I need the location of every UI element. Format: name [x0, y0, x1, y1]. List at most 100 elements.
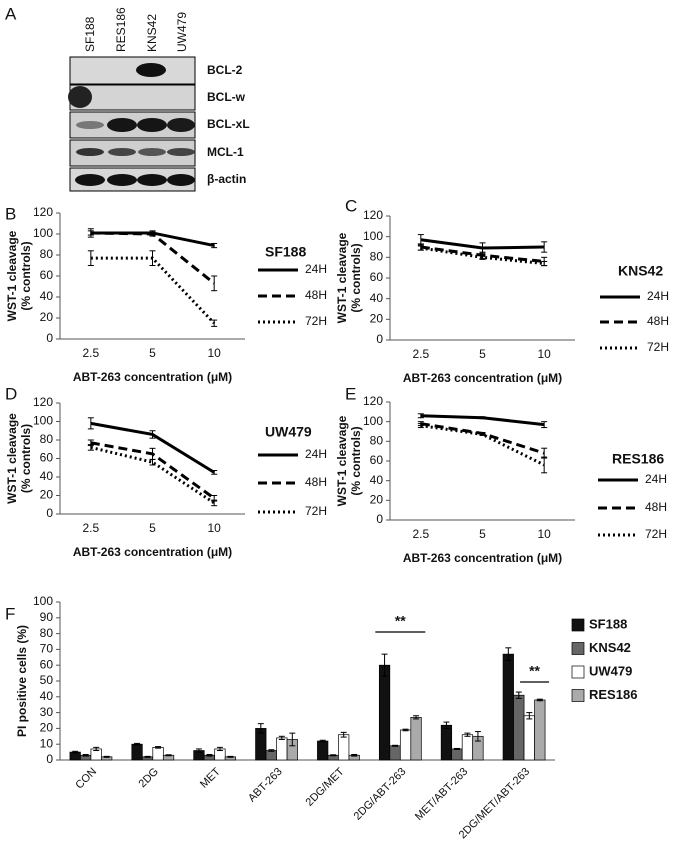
- lane-label: RES186: [114, 7, 128, 52]
- y-axis-label: WST-1 cleavage: [5, 230, 19, 321]
- y-tick-label: 100: [363, 229, 383, 243]
- y-tick-label: 0: [376, 512, 383, 526]
- y-axis-label: (% controls): [349, 243, 363, 312]
- y-tick-label: 80: [370, 250, 384, 264]
- band: [76, 121, 104, 129]
- panel-label: E: [345, 384, 356, 403]
- bar: [131, 743, 143, 761]
- panel-label: F: [5, 604, 15, 623]
- y-tick-label: 100: [33, 414, 53, 428]
- y-tick-label: 20: [40, 488, 54, 502]
- band: [167, 148, 195, 156]
- bar: [451, 748, 463, 761]
- bar: [523, 715, 535, 761]
- y-tick-label: 10: [40, 736, 54, 750]
- y-tick-label: 40: [40, 689, 54, 703]
- blot-row: [69, 56, 196, 85]
- x-tick-label: 10: [537, 527, 551, 541]
- data-line: [420, 414, 545, 427]
- bar: [410, 716, 422, 761]
- legend-label: 48H: [305, 288, 327, 302]
- annotation: **: [395, 613, 406, 629]
- lane-label: KNS42: [145, 14, 159, 52]
- blot-panel: A SF188 RES186 KNS42 UW479 BCL-2 BCL-w B…: [5, 4, 250, 192]
- y-tick-label: 0: [46, 506, 53, 520]
- band: [76, 148, 104, 156]
- data-line: [420, 422, 545, 455]
- x-tick-label: CON: [73, 766, 99, 792]
- legend-swatch: [571, 689, 585, 702]
- y-tick-label: 60: [40, 657, 54, 671]
- y-tick-label: 30: [40, 705, 54, 719]
- panel-label: A: [5, 4, 17, 23]
- band: [108, 148, 136, 156]
- legend-label: UW479: [589, 663, 632, 678]
- band: [167, 118, 195, 132]
- bar: [389, 745, 401, 761]
- x-tick-label: 2.5: [82, 521, 99, 535]
- y-tick-label: 100: [363, 414, 383, 428]
- legend-swatch: [571, 665, 585, 679]
- lane-label: SF188: [83, 16, 97, 52]
- data-line: [90, 231, 216, 285]
- data-line: [90, 421, 215, 474]
- bar: [152, 747, 164, 761]
- y-tick-label: 20: [370, 312, 384, 326]
- legend-title: UW479: [265, 424, 312, 440]
- lane-label: UW479: [175, 12, 189, 52]
- bar: [513, 694, 525, 761]
- band: [167, 174, 195, 186]
- x-axis-label: ABT-263 concentration (μM): [73, 370, 232, 384]
- protein-label: BCL-w: [207, 90, 246, 104]
- bar: [461, 734, 474, 761]
- y-axis-label: WST-1 cleavage: [335, 232, 349, 323]
- x-tick-label: 2.5: [82, 346, 99, 360]
- x-tick-label: 10: [207, 521, 221, 535]
- bar: [378, 664, 391, 761]
- band: [137, 174, 167, 186]
- x-tick-label: 5: [479, 527, 486, 541]
- x-axis-label: ABT-263 concentration (μM): [403, 371, 562, 385]
- y-axis-label: (% controls): [19, 424, 33, 493]
- y-tick-label: 40: [40, 469, 54, 483]
- data-line: [90, 445, 215, 505]
- x-tick-label: 2DG/MET: [304, 766, 347, 809]
- bar: [534, 699, 546, 761]
- bar: [502, 653, 514, 761]
- y-tick-label: 60: [370, 453, 384, 467]
- legend-label: SF188: [589, 616, 627, 631]
- y-tick-label: 0: [46, 331, 53, 345]
- data-line: [90, 256, 216, 325]
- bar: [338, 734, 350, 761]
- legend-label: KNS42: [589, 640, 631, 655]
- y-axis-label: PI positive cells (%): [15, 625, 29, 737]
- y-tick-label: 120: [33, 205, 53, 219]
- legend-title: SF188: [265, 244, 306, 260]
- x-tick-label: 2DG/ABT-263: [352, 766, 409, 823]
- x-axis-label: ABT-263 concentration (μM): [73, 545, 232, 559]
- y-tick-label: 120: [363, 394, 383, 408]
- band: [138, 148, 166, 156]
- band: [136, 63, 166, 77]
- y-tick-label: 40: [370, 291, 384, 305]
- legend-label: 24H: [305, 447, 327, 461]
- y-tick-label: 90: [40, 610, 54, 624]
- x-tick-label: 10: [207, 346, 221, 360]
- panel-label: D: [5, 384, 17, 403]
- legend-label: 24H: [647, 289, 669, 303]
- protein-label: BCL-xL: [207, 117, 250, 131]
- y-tick-label: 80: [40, 247, 54, 261]
- y-tick-label: 0: [376, 332, 383, 346]
- y-tick-label: 60: [40, 268, 54, 282]
- legend-label: 48H: [305, 475, 327, 489]
- y-tick-label: 70: [40, 642, 54, 656]
- y-tick-label: 100: [33, 594, 53, 608]
- y-axis-label: (% controls): [349, 426, 363, 495]
- x-tick-label: 2DG/MET/ABT-263: [457, 766, 532, 841]
- y-tick-label: 50: [40, 673, 54, 687]
- x-tick-label: MET: [198, 766, 223, 791]
- panel-label: B: [5, 204, 16, 223]
- legend-label: 72H: [645, 527, 667, 541]
- bar: [317, 740, 329, 761]
- y-tick-label: 100: [33, 226, 53, 240]
